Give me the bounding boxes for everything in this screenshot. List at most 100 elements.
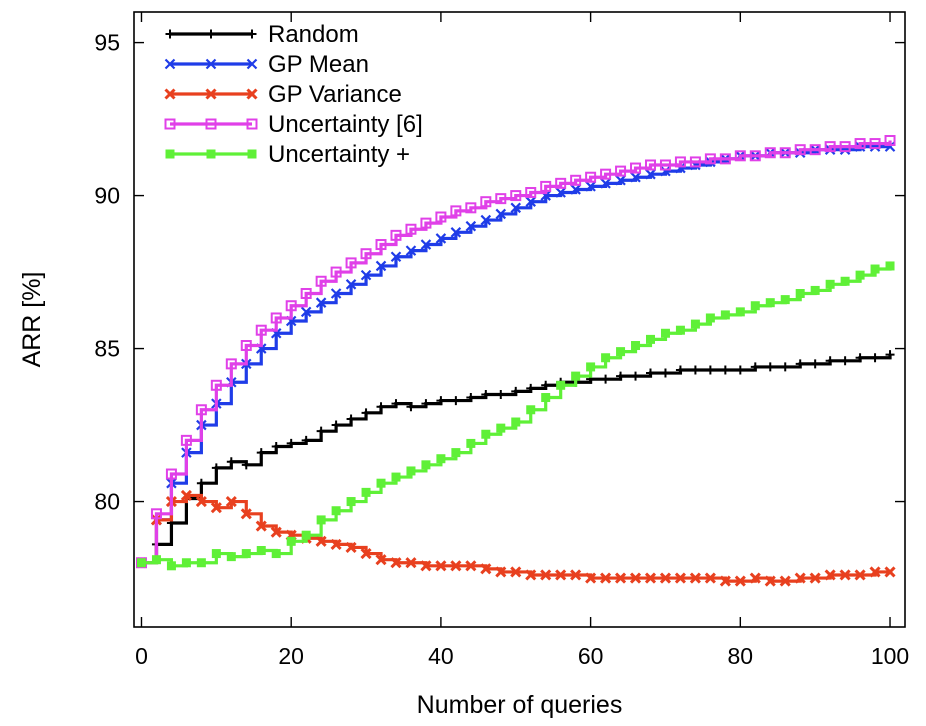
legend-item-uncertainty-6: Uncertainty [6] bbox=[164, 111, 423, 138]
data-point-uncertainty-6 bbox=[734, 150, 746, 162]
data-point-gp-mean bbox=[345, 279, 357, 290]
data-point-random bbox=[451, 396, 461, 406]
data-point-random bbox=[526, 383, 536, 393]
legend-marker bbox=[164, 118, 176, 130]
data-point-uncertainty-6 bbox=[689, 156, 701, 168]
data-point-gp-variance bbox=[465, 560, 477, 572]
data-point-gp-variance bbox=[225, 495, 237, 508]
x-tick-label: 40 bbox=[428, 643, 454, 669]
series-layer bbox=[135, 135, 896, 587]
data-point-uncertainty bbox=[705, 313, 715, 323]
data-point-random bbox=[735, 365, 745, 375]
data-point-gp-variance bbox=[330, 538, 342, 550]
data-point-uncertainty bbox=[735, 307, 745, 317]
data-point-random bbox=[436, 396, 446, 406]
data-point-gp-variance bbox=[375, 554, 387, 566]
x-tick-label: 100 bbox=[871, 643, 909, 669]
data-point-uncertainty-6 bbox=[375, 239, 387, 251]
data-point-uncertainty bbox=[660, 328, 670, 338]
x-tick-label: 20 bbox=[278, 643, 304, 669]
x-tick-label: 80 bbox=[728, 643, 754, 669]
data-point-uncertainty-6 bbox=[330, 266, 342, 278]
legend-marker bbox=[206, 29, 216, 39]
data-point-random bbox=[825, 356, 835, 366]
data-point-uncertainty bbox=[466, 438, 476, 448]
data-point-uncertainty bbox=[211, 549, 221, 559]
data-point-uncertainty-6 bbox=[824, 141, 836, 153]
data-point-gp-variance bbox=[749, 572, 761, 584]
data-point-gp-mean bbox=[630, 171, 641, 183]
legend-marker bbox=[246, 88, 258, 100]
data-point-gp-variance bbox=[719, 575, 731, 587]
data-point-uncertainty bbox=[166, 561, 176, 571]
data-point-uncertainty bbox=[765, 298, 775, 308]
data-point-uncertainty-6 bbox=[285, 300, 297, 312]
data-point-uncertainty-6 bbox=[525, 187, 537, 199]
data-point-uncertainty-6 bbox=[180, 434, 192, 446]
data-point-uncertainty bbox=[645, 334, 655, 344]
data-point-uncertainty bbox=[541, 393, 551, 403]
data-point-gp-mean bbox=[525, 196, 537, 207]
data-point-uncertainty bbox=[151, 555, 161, 565]
data-point-uncertainty bbox=[780, 295, 790, 305]
data-point-gp-variance bbox=[255, 520, 267, 532]
data-point-uncertainty-6 bbox=[315, 275, 327, 287]
data-point-random bbox=[765, 362, 775, 372]
data-point-uncertainty-6 bbox=[150, 508, 162, 520]
legend-marker bbox=[205, 58, 217, 70]
data-point-uncertainty bbox=[391, 472, 401, 482]
data-point-random bbox=[616, 371, 626, 381]
data-point-random bbox=[211, 463, 221, 473]
data-point-uncertainty bbox=[795, 288, 805, 298]
data-point-uncertainty-6 bbox=[585, 171, 597, 183]
data-point-uncertainty-6 bbox=[854, 138, 866, 150]
data-point-gp-variance bbox=[555, 569, 567, 581]
data-point-random bbox=[541, 380, 551, 390]
data-point-gp-mean bbox=[600, 178, 611, 189]
data-point-uncertainty bbox=[361, 487, 371, 497]
data-point-gp-mean bbox=[585, 181, 596, 192]
data-point-random bbox=[376, 402, 386, 412]
series-line-gp-variance bbox=[141, 493, 891, 583]
legend: Random GP Mean GP Variance Uncertainty [6] U… bbox=[164, 21, 423, 168]
data-point-gp-variance bbox=[405, 557, 417, 569]
data-point-uncertainty-6 bbox=[674, 156, 686, 168]
data-point-gp-mean bbox=[405, 245, 417, 256]
data-point-uncertainty-6 bbox=[839, 141, 851, 153]
data-point-uncertainty bbox=[421, 460, 431, 470]
data-point-uncertainty-6 bbox=[270, 312, 282, 324]
legend-marker bbox=[164, 88, 176, 100]
data-point-gp-variance bbox=[540, 569, 552, 581]
data-point-uncertainty-6 bbox=[630, 162, 642, 174]
data-point-gp-variance bbox=[510, 566, 522, 578]
data-point-uncertainty bbox=[601, 353, 611, 363]
data-point-uncertainty-6 bbox=[360, 248, 372, 260]
legend-label: Random bbox=[268, 21, 359, 48]
series-line-random bbox=[141, 354, 892, 565]
data-point-uncertainty bbox=[840, 276, 850, 286]
data-point-random bbox=[660, 368, 670, 378]
data-point-uncertainty-6 bbox=[794, 144, 806, 156]
data-point-random bbox=[466, 393, 476, 403]
legend-item-uncertainty: Uncertainty + bbox=[165, 141, 410, 168]
series-line-uncertainty-6 bbox=[141, 140, 892, 565]
data-point-uncertainty-6 bbox=[510, 190, 522, 202]
legend-marker bbox=[247, 149, 257, 159]
data-point-random bbox=[286, 438, 296, 448]
data-point-gp-variance bbox=[659, 572, 672, 584]
data-point-uncertainty bbox=[316, 515, 326, 525]
data-point-random bbox=[301, 435, 311, 445]
data-point-gp-mean bbox=[660, 165, 671, 177]
data-point-uncertainty bbox=[556, 380, 566, 390]
data-point-uncertainty-6 bbox=[749, 150, 761, 162]
data-point-gp-mean bbox=[300, 306, 312, 318]
data-point-gp-mean bbox=[615, 175, 626, 186]
data-point-uncertainty-6 bbox=[435, 211, 447, 223]
data-point-gp-mean bbox=[555, 187, 566, 198]
data-point-uncertainty-6 bbox=[225, 358, 237, 370]
data-point-uncertainty-6 bbox=[495, 193, 507, 205]
data-point-random bbox=[631, 371, 641, 381]
data-point-uncertainty bbox=[496, 423, 506, 433]
data-point-gp-variance bbox=[884, 566, 896, 578]
data-point-gp-variance bbox=[644, 572, 657, 584]
